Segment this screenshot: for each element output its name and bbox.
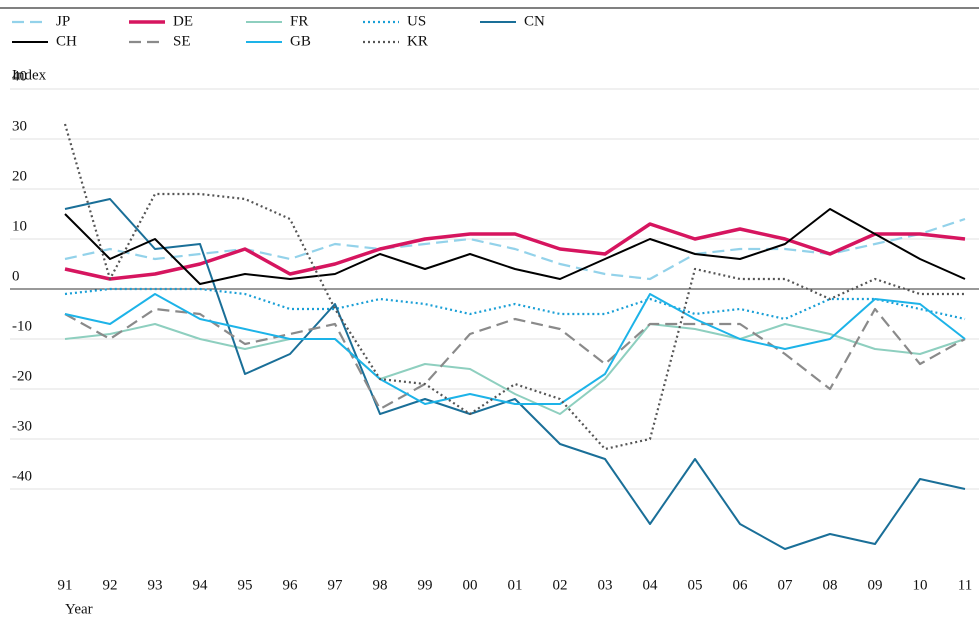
y-tick-label: -30	[12, 418, 32, 434]
x-tick-label: 00	[463, 577, 478, 593]
x-tick-label: 99	[418, 577, 433, 593]
series-line	[64, 287, 966, 321]
y-tick-label: 20	[12, 168, 27, 184]
legend-label: US	[407, 13, 426, 29]
x-tick-label: 91	[58, 577, 73, 593]
y-tick-label: 10	[12, 218, 27, 234]
x-tick-label: 08	[823, 577, 838, 593]
x-tick-label: 92	[103, 577, 118, 593]
x-tick-label: 07	[778, 577, 794, 593]
x-tick-label: 03	[598, 577, 613, 593]
y-tick-label: 40	[12, 68, 27, 84]
y-tick-label: -20	[12, 368, 32, 384]
x-tick-label: 02	[553, 577, 568, 593]
x-tick-label: 11	[958, 577, 972, 593]
y-axis-label: Index	[12, 67, 47, 83]
x-tick-label: 98	[373, 577, 388, 593]
legend-label: KR	[407, 33, 428, 49]
x-tick-label: 05	[688, 577, 703, 593]
x-tick-label: 09	[868, 577, 883, 593]
x-tick-label: 97	[328, 577, 344, 593]
series-line	[64, 323, 966, 415]
legend-label: FR	[290, 13, 308, 29]
series-line	[64, 307, 966, 411]
legend-label: JP	[56, 13, 70, 29]
legend-label: GB	[290, 33, 311, 49]
x-tick-label: 96	[283, 577, 299, 593]
legend-label: DE	[173, 13, 193, 29]
y-tick-label: -10	[12, 318, 32, 334]
series-line	[64, 222, 966, 281]
legend-label: CH	[56, 33, 77, 49]
y-tick-label: 30	[12, 118, 27, 134]
x-tick-label: 94	[193, 577, 209, 593]
x-tick-label: 04	[643, 577, 659, 593]
series-line	[64, 217, 966, 281]
legend-label: SE	[173, 33, 191, 49]
series-line	[64, 293, 966, 405]
x-axis-label: Year	[65, 601, 93, 617]
x-tick-label: 95	[238, 577, 253, 593]
legend-label: CN	[524, 13, 545, 29]
x-tick-label: 93	[148, 577, 163, 593]
series-line	[64, 198, 966, 550]
x-tick-label: 06	[733, 577, 749, 593]
x-tick-label: 01	[508, 577, 523, 593]
series-line	[64, 208, 966, 285]
x-tick-label: 10	[913, 577, 928, 593]
y-tick-label: 0	[12, 268, 20, 284]
y-tick-label: -40	[12, 468, 32, 484]
